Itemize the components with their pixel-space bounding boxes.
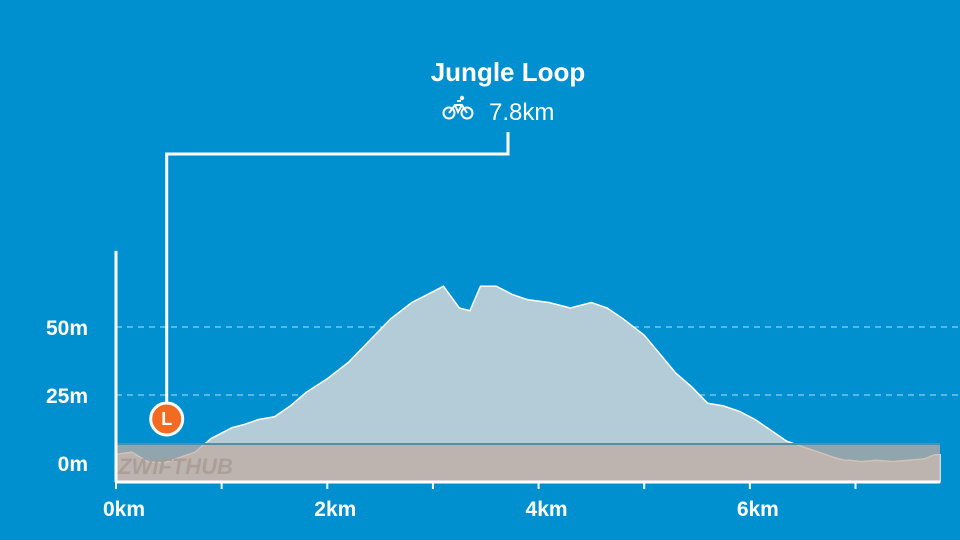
water-band-layer: [116, 442, 940, 483]
marker-label: L: [161, 409, 172, 429]
x-tick-label-2: 2km: [314, 498, 356, 521]
route-distance: 7.8km: [489, 99, 554, 126]
y-tick-label-50: 50m: [46, 317, 88, 340]
location-marker: L: [149, 401, 185, 437]
bicycle-icon: [442, 95, 474, 120]
tick-labels: 0km 2km 4km 6km 0m 25m 50m: [46, 317, 857, 521]
marker-circle: [149, 401, 185, 437]
y-tick-label-0: 0m: [58, 453, 88, 476]
x-tick-label-4: 4km: [526, 498, 568, 521]
y-tick-label-25: 25m: [46, 385, 88, 408]
x-tick-label-6: 6km: [737, 498, 779, 521]
water-band: [116, 443, 940, 483]
x-tick-label-0: 0km: [103, 498, 145, 521]
watermark: ZWIFTHUB: [117, 454, 233, 479]
axes: [114, 250, 940, 484]
callout-line: [165, 132, 510, 402]
route-title: Jungle Loop: [431, 57, 586, 87]
